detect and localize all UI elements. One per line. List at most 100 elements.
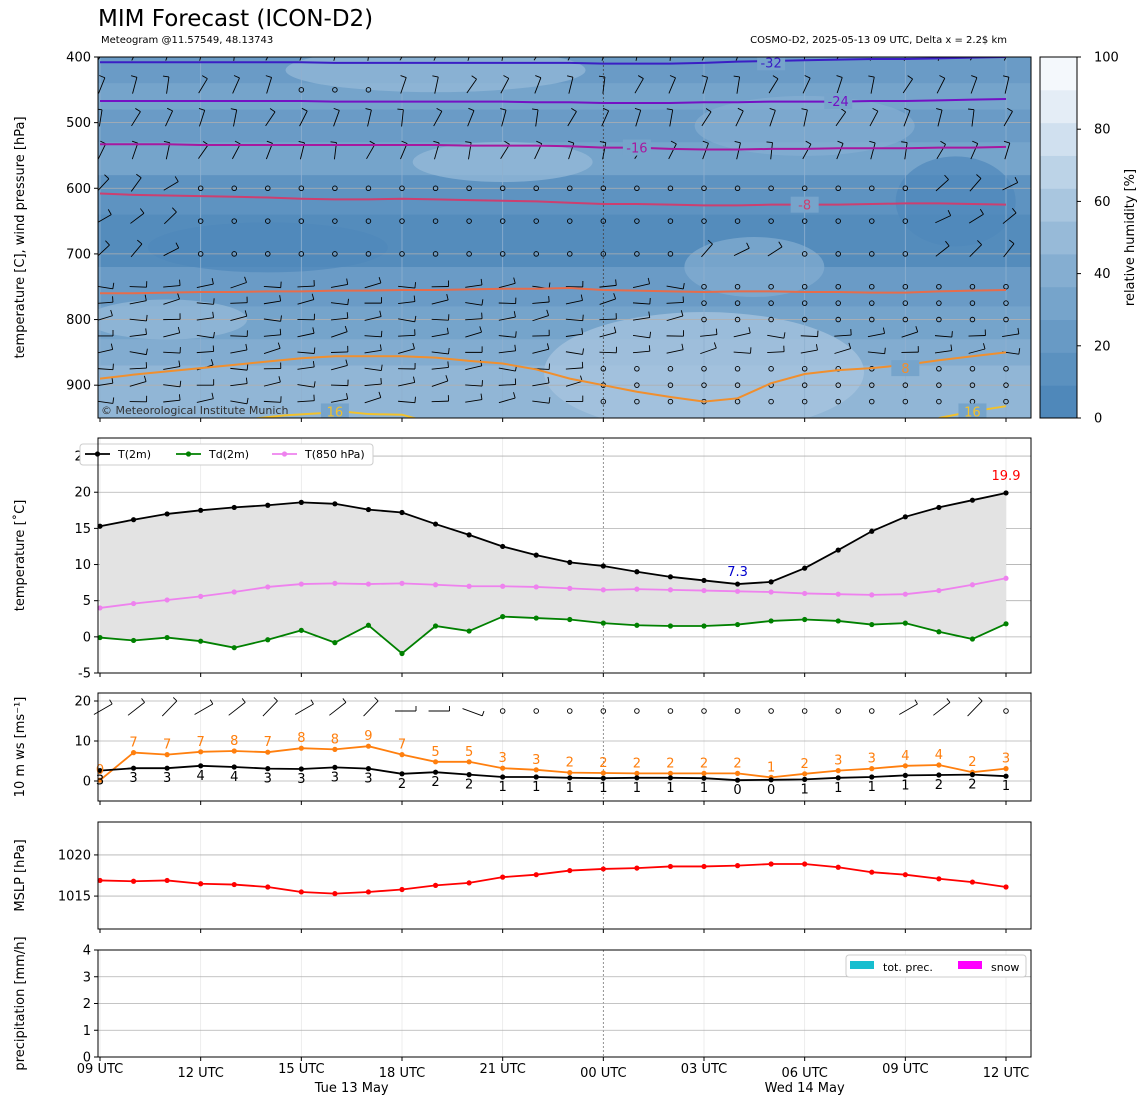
wind-barb [98,77,106,94]
wind-barb [297,366,315,370]
wind-calm-marker [734,283,741,290]
colorbar-segment [1040,286,1077,321]
wind-barb [599,298,616,305]
wind-barb-feather [301,107,308,112]
precipitation-legend: tot. prec. snow [845,954,1027,978]
wind-calm-marker [1003,398,1009,405]
wind-calm-marker [869,382,875,388]
wind-barb [297,285,315,288]
wind-calm-marker [902,185,909,192]
gust-label: 2 [968,755,976,770]
wind-barb [462,708,483,717]
wind-calm-marker [969,283,976,290]
x-tick-label: 21 UTC [479,1062,525,1077]
gust-label: 0 [96,763,104,778]
wind-speed-label: 2 [398,777,406,792]
wind-barb [498,282,516,289]
wind-calm-marker [902,316,909,323]
wind-barb [398,400,415,404]
wind-barb-feather [914,699,918,705]
wind-barb [467,57,470,61]
wind-barb-feather [647,277,650,284]
model-subtitle: COSMO-D2, 2025-05-13 09 UTC, Delta x = 2… [750,35,1007,46]
wind-barb [465,284,483,288]
wind-barb-feather [951,331,953,338]
wind-barb [498,302,516,305]
colorbar-segment [1040,57,1077,91]
colorbar-label: relative humidity [%] [1123,169,1138,306]
wind-barb-feather [733,75,740,78]
y-tick-label: 5 [83,594,91,609]
legend-marker [281,451,288,457]
y-tick-label: 0 [83,1051,91,1066]
wind-barb [333,110,340,127]
mslp-point [567,867,573,874]
wind-barb [632,350,650,354]
series-point-2 [701,587,707,594]
wind-barb [263,300,281,305]
wind-speed-label: 1 [599,781,607,796]
wind-barb [835,111,847,127]
wind-barb [465,318,483,321]
wind-barb [297,351,315,354]
wind-barb-feather [266,140,273,144]
gust-label: 7 [264,735,272,750]
legend-label: Td(2m) [208,448,249,461]
wind-barb [533,57,537,61]
wind-barb [903,110,911,127]
wind-barb-feather [279,295,282,302]
gust-label: 2 [566,756,574,771]
series-point-1 [802,616,808,623]
wind-barb [431,299,449,305]
wind-barb-feather [177,326,181,333]
wind-barb-feather [212,311,214,318]
gust-label: 7 [163,738,171,753]
wind-speed-label: 1 [801,782,809,797]
wind-series-point [902,763,908,769]
wind-barb-feather [135,108,141,112]
wind-calm-marker [567,185,573,192]
wind-calm-marker [567,251,573,257]
wind-barb-feather [515,331,517,338]
wind-barb-feather [107,209,112,215]
wind-barb [364,349,382,354]
wind-barb [599,351,617,354]
wind-barb-feather [112,282,115,289]
wind-barb-feather [279,328,282,335]
wind-series-point [399,771,405,777]
wind-barb-feather [446,327,449,334]
series-point-1 [365,622,372,628]
wind-barb-feather [972,140,978,144]
wind-barb [165,142,171,160]
wind-calm-marker [835,283,841,290]
mslp-point [164,877,170,884]
wind-barb-feather [1014,176,1019,183]
gust-label: 7 [398,738,406,753]
mslp-point [298,889,304,895]
wind-calm-marker [801,218,808,224]
wind-calm-marker [701,366,707,372]
wind-barb [98,244,110,257]
wind-barb [230,367,248,371]
series-point-1 [399,650,405,657]
wind-calm-marker [936,316,942,323]
humidity-band [98,306,1031,340]
wind-calm-marker [667,366,674,372]
series-point-0 [969,497,976,503]
wind-series-point [634,775,640,781]
mslp-point [802,861,808,867]
wind-barb [933,702,951,716]
wind-barb-feather [801,108,808,111]
wind-barb-feather [580,294,583,301]
mslp-point [432,882,439,888]
wind-barb-feather [346,278,349,285]
wind-barb [836,143,844,160]
wind-barb [800,335,818,338]
wind-barb-feather [944,174,949,180]
series-point-1 [466,628,472,634]
wind-barb [770,142,773,160]
wind-barb-feather [884,347,886,354]
series-point-0 [1003,490,1009,496]
wind-calm-marker [231,218,237,224]
mslp-point [969,879,976,885]
